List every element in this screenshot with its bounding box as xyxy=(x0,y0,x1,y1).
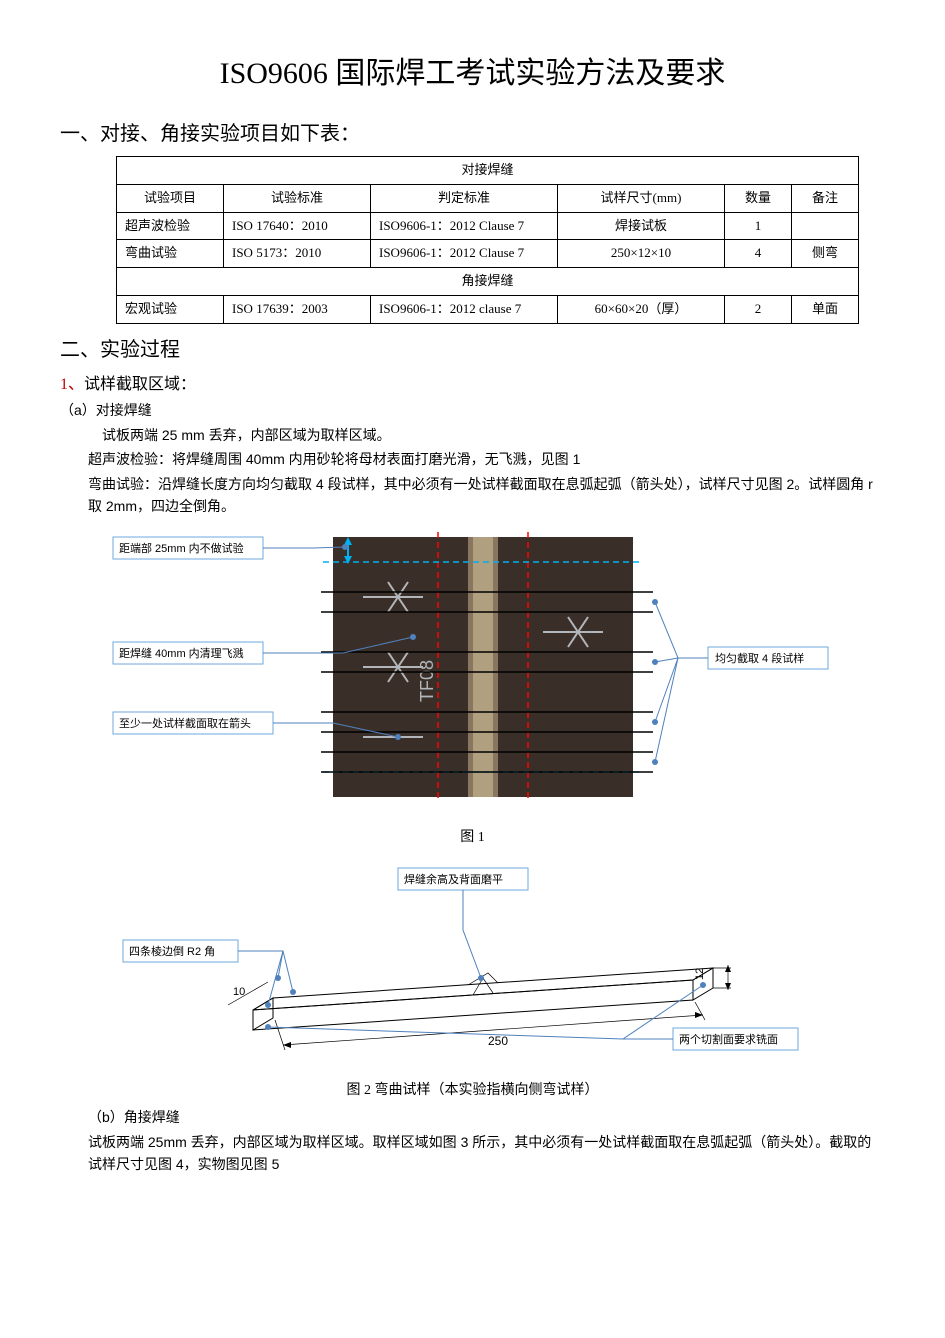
figure-2-caption: 图 2 弯曲试样（本实验指横向侧弯试样） xyxy=(60,1080,885,1102)
cell: ISO9606-1：2012 clause 7 xyxy=(371,295,558,323)
cell: ISO9606-1：2012 Clause 7 xyxy=(371,212,558,240)
col-2: 判定标准 xyxy=(371,184,558,212)
col-0: 试验项目 xyxy=(117,184,224,212)
cell: 60×60×20（厚） xyxy=(558,295,725,323)
cell: 4 xyxy=(725,240,792,268)
cell: ISO9606-1：2012 Clause 7 xyxy=(371,240,558,268)
table-fillet-header: 角接焊缝 xyxy=(117,268,859,296)
figure-1-caption: 图 1 xyxy=(60,827,885,849)
callout-right: 两个切割面要求铣面 xyxy=(679,1032,778,1046)
para-b1: 试板两端 25mm 丢弃，内部区域为取样区域。取样区域如图 3 所示，其中必须有… xyxy=(60,1131,885,1176)
table-row: 超声波检验 ISO 17640：2010 ISO9606-1：2012 Clau… xyxy=(117,212,859,240)
para-a1: 试板两端 25 mm 丢弃，内部区域为取样区域。 xyxy=(60,424,885,446)
dim-10: 10 xyxy=(233,986,245,998)
callout-1: 距端部 25mm 内不做试验 xyxy=(119,541,244,555)
cell: 2 xyxy=(725,295,792,323)
cell: ISO 5173：2010 xyxy=(224,240,371,268)
col-4: 数量 xyxy=(725,184,792,212)
callout-2: 距焊缝 40mm 内清理飞溅 xyxy=(119,646,244,660)
table-header-row: 试验项目 试验标准 判定标准 试样尺寸(mm) 数量 备注 xyxy=(117,184,859,212)
heading-a: （a）对接焊缝 xyxy=(60,399,885,421)
page-title: ISO9606 国际焊工考试实验方法及要求 xyxy=(60,50,885,98)
section-2-heading: 二、实验过程 xyxy=(60,334,885,366)
cell xyxy=(792,212,859,240)
callout-left: 四条棱边倒 R2 角 xyxy=(129,944,215,958)
figure-1: TF08 距端部 25mm 内不做试验 xyxy=(83,527,863,817)
cell: 超声波检验 xyxy=(117,212,224,240)
red-number: 1、 xyxy=(60,376,84,393)
section-1-heading: 一、对接、角接实验项目如下表： xyxy=(60,118,885,150)
callout-right: 均匀截取 4 段试样 xyxy=(715,651,804,665)
subsection-2-1-text: 试样截取区域： xyxy=(84,376,196,393)
cell: 焊接试板 xyxy=(558,212,725,240)
cell: ISO 17639：2003 xyxy=(224,295,371,323)
subsection-2-1: 1、试样截取区域： xyxy=(60,372,885,398)
svg-text:TF08: TF08 xyxy=(417,660,437,702)
cell: 弯曲试验 xyxy=(117,240,224,268)
cell: 宏观试验 xyxy=(117,295,224,323)
table-butt-header: 对接焊缝 xyxy=(117,157,859,185)
cell: ISO 17640：2010 xyxy=(224,212,371,240)
callout-top: 焊缝余高及背面磨平 xyxy=(404,872,503,886)
cell: 250×12×10 xyxy=(558,240,725,268)
para-a3: 弯曲试验：沿焊缝长度方向均匀截取 4 段试样，其中必须有一处试样截面取在息弧起弧… xyxy=(60,473,885,518)
col-5: 备注 xyxy=(792,184,859,212)
spec-table: 对接焊缝 试验项目 试验标准 判定标准 试样尺寸(mm) 数量 备注 超声波检验… xyxy=(116,156,859,324)
callout-3: 至少一处试样截面取在箭头 xyxy=(119,716,251,730)
col-3: 试样尺寸(mm) xyxy=(558,184,725,212)
dim-250: 250 xyxy=(488,1034,508,1048)
table-row: 弯曲试验 ISO 5173：2010 ISO9606-1：2012 Clause… xyxy=(117,240,859,268)
cell: 1 xyxy=(725,212,792,240)
table-row: 宏观试验 ISO 17639：2003 ISO9606-1：2012 claus… xyxy=(117,295,859,323)
heading-b: （b）角接焊缝 xyxy=(60,1106,885,1128)
para-a2: 超声波检验：将焊缝周围 40mm 内用砂轮将母材表面打磨光滑，无飞溅，见图 1 xyxy=(60,448,885,470)
dim-12: 12 xyxy=(694,967,706,979)
cell: 单面 xyxy=(792,295,859,323)
cell: 侧弯 xyxy=(792,240,859,268)
col-1: 试验标准 xyxy=(224,184,371,212)
figure-2: 250 10 12 四条棱边倒 R2 角 焊缝余高及背面磨平 两个切割面要求铣面 xyxy=(83,860,863,1070)
